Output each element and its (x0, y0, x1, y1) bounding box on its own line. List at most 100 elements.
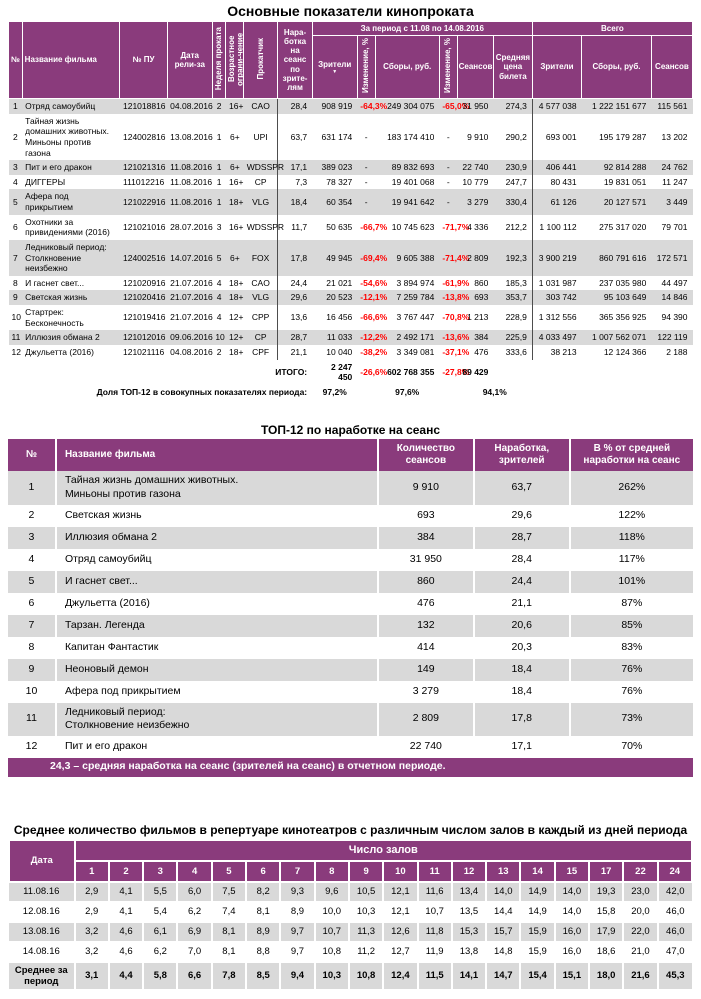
halls-value: 19,3 (588, 880, 624, 902)
film-week: 10 (215, 332, 225, 343)
halls-date: 11.08.16 (9, 880, 75, 902)
col-header-pu: № ПУ (119, 21, 168, 99)
viewers-change-label: Изменение, % (360, 38, 370, 94)
halls-value: 8,8 (245, 940, 281, 962)
halls-value: 11,3 (347, 920, 384, 942)
halls-value: 7,4 (210, 900, 247, 922)
film-row: 6 Охотники за привидениями (2016) 121021… (8, 214, 693, 240)
film-total-gross: 195 179 287 (599, 131, 647, 142)
film-week: 3 (216, 221, 222, 232)
hall-count-header: 10 (382, 859, 419, 883)
top12-num: 10 (25, 684, 38, 697)
top12-sessions: 9 910 (376, 471, 474, 505)
top12-sessions: 2 809 (376, 702, 474, 736)
section-top12: ТОП-12 по наработке на сеанс № Название … (8, 423, 693, 777)
film-sessions: 476 (474, 346, 489, 357)
film-per-session: 7,3 (277, 174, 313, 190)
film-avg-price: 192,3 (505, 252, 527, 263)
top12-sessions: 132 (376, 614, 474, 637)
film-total-sessions: 2 188 (666, 346, 688, 357)
halls-value: 9,7 (279, 940, 315, 962)
film-gross-change: -71,4% (442, 252, 470, 263)
halls-value: 2,9 (73, 900, 109, 922)
totals-viewers: 2 247 450 (312, 359, 358, 385)
top12-title: ТОП-12 по наработке на сеанс (260, 423, 441, 438)
halls-value: 5,8 (142, 960, 178, 989)
film-total-sessions: 11 247 (662, 176, 688, 187)
film-age: 6+ (230, 162, 240, 173)
film-total-gross: 95 103 649 (603, 292, 647, 303)
film-pu: 121021116 (122, 346, 165, 357)
halls-value: 13,8 (450, 940, 487, 962)
film-total-sessions: 13 202 (661, 131, 688, 142)
film-total-viewers: 4 577 038 (531, 98, 582, 114)
film-viewers: 60 354 (326, 196, 353, 207)
hall-count-header: 12 (450, 859, 488, 883)
film-total-viewers: 406 441 (531, 160, 582, 175)
film-per-session: 24,4 (277, 275, 313, 291)
halls-value: 3,2 (73, 940, 109, 962)
halls-value: 7,0 (176, 940, 212, 962)
halls-value: 4,1 (107, 880, 144, 902)
avg-per-session-banner: 24,3 – средняя наработка на сеанс (зрите… (8, 757, 693, 777)
halls-value: 10,7 (416, 900, 452, 922)
film-gross-change: -61,9% (442, 277, 470, 288)
film-age: 16+ (228, 221, 244, 232)
top12-film-name: Иллюзия обмана 2 (54, 526, 378, 549)
top12-row: 4 Отряд самоубийц 31 950 28,4 117% (8, 548, 693, 571)
film-viewers: 16 456 (326, 312, 353, 323)
film-viewers-change: - (364, 176, 368, 187)
film-pu: 121021316 (122, 162, 166, 173)
top12-percent: 101% (568, 570, 693, 593)
top12-sessions: 3 279 (376, 680, 474, 703)
halls-value: 4,4 (107, 960, 144, 989)
film-name: Афера под прикрытием (25, 191, 74, 212)
hall-count-header: 1 (73, 859, 110, 883)
film-name: Ледниковый период: Столкновение неизбежн… (25, 241, 107, 274)
halls-title: Среднее количество фильмов в репертуаре … (13, 822, 688, 837)
top12-num: 7 (28, 618, 35, 631)
kinoprokat-group-header-row: № Название фильма № ПУ Дата рели-за Неде… (8, 21, 694, 99)
week-label: Неделя проката (213, 27, 223, 91)
film-sessions: 9 910 (467, 131, 489, 142)
top12-percent: 117% (568, 548, 693, 571)
film-per-session: 63,7 (277, 113, 313, 161)
film-age: 12+ (228, 332, 244, 343)
halls-value: 10,7 (313, 920, 349, 942)
film-age: 18+ (228, 277, 244, 288)
film-release: 21.07.2016 (170, 277, 213, 288)
hall-count-header: 14 (519, 859, 556, 883)
share-empty-2 (439, 384, 458, 400)
film-num: 3 (12, 162, 18, 173)
top12-row: 7 Тарзан. Легенда 132 20,6 85% (8, 614, 693, 637)
top12-percent: 262% (568, 471, 693, 505)
film-pu: 121019416 (122, 312, 166, 323)
film-viewers: 11 033 (326, 332, 353, 343)
film-week: 5 (216, 252, 222, 263)
film-total-gross: 237 035 980 (599, 277, 647, 288)
film-gross: 19 401 068 (391, 176, 435, 187)
top12-body: 1 Тайная жизнь домашних животных. Миньон… (8, 471, 693, 758)
film-total-viewers: 693 001 (531, 113, 582, 161)
totals-gross: 602 768 355 (375, 359, 440, 385)
halls-value: 4,6 (107, 940, 144, 962)
halls-value: 14,0 (485, 880, 521, 902)
top12-film-name: Пит и его дракон (54, 735, 378, 758)
film-age: 18+ (228, 346, 244, 357)
halls-value: 14,9 (519, 880, 555, 902)
halls-value: 4,1 (107, 900, 144, 922)
film-distributor: VLG (252, 292, 270, 303)
halls-row: 13.08.16 3,2 4,6 6,1 6,9 8,1 8,9 9,7 10,7 11,3 12… (9, 920, 692, 942)
film-num: 8 (12, 277, 18, 288)
hall-count-header: 7 (279, 859, 316, 883)
sort-desc-icon: ▼ (332, 68, 338, 75)
halls-value: 12,1 (382, 900, 418, 922)
hall-count-header: 2 (107, 859, 145, 883)
film-num: 4 (12, 176, 18, 187)
film-name: Отряд самоубийц (25, 101, 96, 111)
top12-per-session: 24,4 (472, 570, 570, 593)
film-viewers-change: -64,3% (360, 101, 388, 111)
film-total-gross: 20 127 571 (603, 196, 647, 207)
film-per-session: 21,1 (277, 344, 313, 360)
film-per-session: 29,6 (277, 290, 313, 305)
